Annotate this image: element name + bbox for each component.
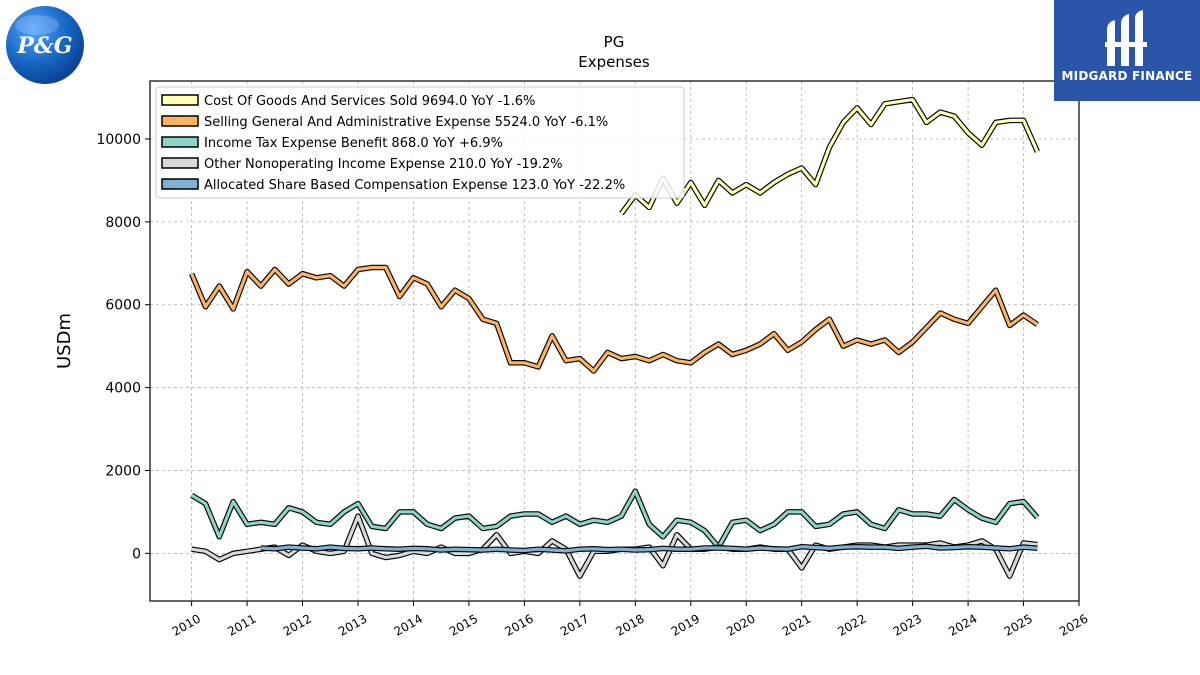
- midgard-logo-text: MIDGARD FINANCE: [1061, 69, 1193, 83]
- series-tax: [190, 488, 1040, 550]
- x-tick-label: 2021: [780, 611, 813, 638]
- x-tick-label: 2016: [502, 611, 535, 638]
- legend-swatch: [161, 115, 199, 127]
- pg-logo-text: P&G: [16, 33, 72, 59]
- x-tick-label: 2012: [281, 611, 314, 638]
- midgard-emblem-icon: [1105, 10, 1147, 66]
- y-tick-label: 6000: [105, 298, 141, 314]
- axis-ticks: 2010 2011 2012 2013 2014 2015 2016 2017 2018 2019…: [96, 132, 1090, 639]
- y-tick-label: 0: [132, 546, 141, 562]
- x-tick-label: 2013: [336, 611, 369, 638]
- legend-box: [155, 86, 685, 199]
- x-tick-label: 2014: [391, 611, 424, 638]
- legend: Cost Of Goods And Services Sold 9694.0 Y…: [155, 86, 685, 199]
- legend-swatch: [161, 157, 199, 169]
- x-tick-label: 2023: [891, 611, 924, 638]
- legend-swatch: [161, 178, 199, 190]
- y-tick-label: 10000: [96, 132, 141, 148]
- midgard-finance-logo: MIDGARD FINANCE: [1054, 0, 1200, 101]
- x-tick-label: 2025: [1002, 611, 1035, 638]
- legend-swatch: [161, 94, 199, 106]
- pg-logo: P&G: [6, 6, 84, 84]
- legend-label: Income Tax Expense Benefit 868.0 YoY +6.…: [204, 136, 503, 151]
- x-tick-label: 2019: [669, 611, 702, 638]
- series-line: [190, 489, 1039, 549]
- legend-label: Allocated Share Based Compensation Expen…: [204, 178, 625, 193]
- x-tick-label: 2015: [447, 611, 480, 638]
- series-line: [260, 544, 1038, 553]
- series-line: [190, 265, 1039, 373]
- chart-title: PG: [604, 33, 625, 51]
- series-sga: [189, 264, 1039, 374]
- y-tick-label: 8000: [105, 215, 141, 231]
- y-tick-label: 4000: [105, 381, 141, 397]
- series-cogs: [619, 96, 1040, 216]
- series-line: [620, 97, 1039, 215]
- legend-label: Other Nonoperating Income Expense 210.0 …: [204, 157, 563, 172]
- series-sbc: [260, 543, 1038, 554]
- x-tick-label: 2020: [724, 611, 757, 638]
- y-axis-label: USDm: [54, 313, 75, 369]
- x-tick-label: 2018: [613, 611, 646, 638]
- x-tick-label: 2010: [170, 611, 203, 638]
- legend-swatch: [161, 136, 199, 148]
- series-group: [189, 96, 1040, 579]
- legend-label: Cost Of Goods And Services Sold 9694.0 Y…: [204, 94, 535, 109]
- x-tick-label: 2024: [946, 611, 979, 638]
- x-tick-label: 2017: [558, 611, 591, 638]
- y-tick-label: 2000: [105, 463, 141, 479]
- x-tick-label: 2011: [225, 611, 258, 638]
- chart-subtitle: Expenses: [578, 53, 650, 71]
- x-tick-label: 2026: [1057, 611, 1090, 638]
- x-tick-label: 2022: [835, 611, 868, 638]
- legend-label: Selling General And Administrative Expen…: [204, 115, 608, 130]
- plot-frame: [149, 80, 1080, 602]
